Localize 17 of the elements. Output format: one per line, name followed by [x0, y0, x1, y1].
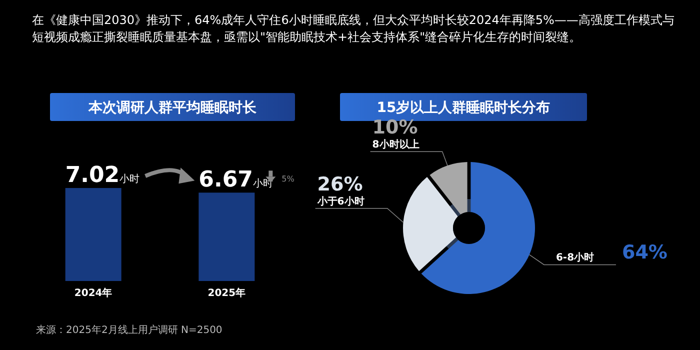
x-tick-label: 2025年 [208, 287, 246, 299]
donut-slice [403, 177, 458, 272]
slice-label: 小于6小时 [316, 195, 364, 208]
data-label: 64% [622, 242, 668, 264]
chart-title: 本次调研人群平均睡眠时长 [88, 100, 258, 116]
text: 5% [282, 174, 295, 184]
data-label: 7.02小时 [65, 163, 140, 188]
source-note: 来源：2025年2月线上用户调研 N=2500 [36, 324, 222, 336]
data-label: 10% [372, 116, 418, 139]
x-tick-label: 2024年 [74, 287, 112, 299]
donut-slice [430, 162, 468, 214]
donut-slice [421, 162, 535, 294]
slice-label: 6-8小时 [556, 252, 594, 264]
data-label: 26% [317, 173, 363, 196]
chart-title: 15岁以上人群睡眠时长分布 [376, 100, 550, 116]
slice-label: 8小时以上 [372, 138, 420, 151]
text: 在《健康中国2030》推动下，64%成年人守住6小时睡眠底线，但大众平均时长较2024年再降5%——高强度工作模式与短视频成瘾正撕裂睡眠质量基本盘，亟需以"智能助眠技术+社会支持体系"缝合碎片化生存的时间裂缝。 [32, 13, 674, 44]
